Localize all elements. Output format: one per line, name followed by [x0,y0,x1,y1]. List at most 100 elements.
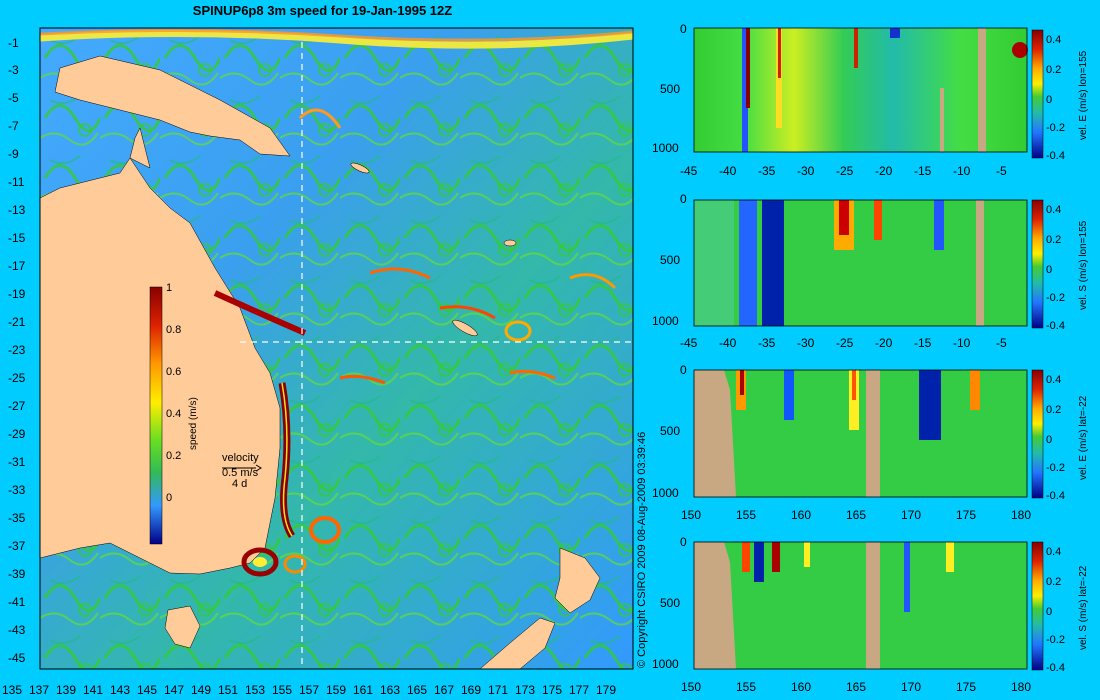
lon-tick: 167 [434,683,455,697]
p2-cb-tick: 0 [1046,264,1053,276]
copyright-text: © Copyright CSIRO 2009 08-Aug-2009 03:39… [636,431,648,668]
p2-x-tick: -5 [996,336,1007,350]
colorbar-tick: 0.2 [166,450,182,462]
p1-y-tick: 1000 [652,141,679,155]
p1-x-tick: -30 [797,164,815,178]
lon-tick: 157 [299,683,320,697]
colorbar-tick: 0 [166,492,173,504]
p4-label: vel. S (m/s) lat=-22 [1078,565,1089,650]
p1-cb-tick: -0.2 [1046,122,1065,134]
section-panel-1 [693,27,1028,153]
lat-tick: -11 [8,175,25,189]
lon-tick: 139 [56,683,77,697]
lon-tick: 159 [326,683,347,697]
p4-cb-tick: 0.4 [1046,546,1062,558]
p3-label: vel. E (m/s) lat=-22 [1078,395,1089,480]
p2-x-tick: -10 [953,336,971,350]
section-panel-2 [693,199,1028,327]
lon-tick: 161 [353,683,374,697]
p4-colorbar [1031,541,1044,671]
colorbar-tick: 0.8 [166,324,182,336]
p4-x-tick: 170 [901,680,922,694]
lon-tick: 165 [407,683,428,697]
lat-tick: -43 [8,623,26,637]
p1-cb-tick: 0 [1046,94,1053,106]
p1-x-tick: -10 [953,164,971,178]
velocity-arrow-icon [222,464,262,472]
p4-cb-tick: -0.2 [1046,634,1065,646]
lon-tick: 135 [2,683,23,697]
p2-y-tick: 0 [680,192,687,206]
eddy [241,547,279,577]
p2-y-tick: 500 [660,253,681,267]
eddy [504,320,532,342]
p2-y-tick: 1000 [652,314,679,328]
p1-label: vel. E (m/s) lon=155 [1078,50,1089,140]
lon-tick: 149 [191,683,212,697]
p3-x-tick: 165 [846,508,867,522]
p4-x-tick: 155 [736,680,757,694]
p4-cb-tick: 0 [1046,606,1053,618]
lon-tick: 177 [569,683,590,697]
land-new-caledonia [452,319,478,337]
eddy [283,554,307,574]
lon-tick: 179 [596,683,617,697]
p2-colorbar [1031,199,1044,329]
p1-x-tick: -35 [758,164,776,178]
land-new-guinea [54,55,291,157]
lat-tick: -27 [8,399,26,413]
lon-tick: 169 [461,683,482,697]
velocity-key-speed: 0.5 m/s [222,467,259,479]
p3-cb-tick: -0.2 [1046,462,1065,474]
p4-y-tick: 1000 [652,657,679,671]
lon-tick: 153 [245,683,266,697]
land-tasmania [164,605,201,649]
section-panel-3 [693,369,1028,498]
p1-cb-tick: 0.4 [1046,34,1062,46]
p4-x-tick: 165 [846,680,867,694]
speed-map [39,27,634,670]
lat-tick: -3 [8,63,19,77]
p2-x-tick: -25 [836,336,854,350]
p1-colorbar [1031,29,1044,159]
p1-x-tick: -25 [836,164,854,178]
p4-x-tick: 180 [1011,680,1032,694]
p4-x-tick: 175 [956,680,977,694]
lat-tick: -21 [8,315,26,329]
p3-cb-tick: 0 [1046,434,1053,446]
p3-cb-tick: -0.4 [1046,490,1065,502]
colorbar-label: speed (m/s) [188,397,199,450]
p4-cb-tick: 0.2 [1046,576,1062,588]
p3-colorbar [1031,369,1044,499]
p1-cb-tick: 0.2 [1046,64,1062,76]
p4-y-tick: 500 [660,596,681,610]
p2-cb-tick: -0.2 [1046,292,1065,304]
section-panel-4 [693,541,1028,670]
lat-tick: -7 [8,119,19,133]
colorbar-tick: 0.4 [166,408,182,420]
p3-x-tick: 150 [681,508,702,522]
lon-tick: 163 [380,683,401,697]
lat-tick: -31 [8,455,26,469]
p3-y-tick: 1000 [652,486,679,500]
eddy [309,516,341,544]
p1-x-tick: -40 [719,164,737,178]
lat-tick: -15 [8,231,26,245]
p4-cb-tick: -0.4 [1046,662,1065,674]
p2-x-tick: -20 [875,336,893,350]
p2-cb-tick: 0.4 [1046,204,1062,216]
p3-x-tick: 155 [736,508,757,522]
colorbar-tick: 1 [166,282,173,294]
p4-x-tick: 160 [791,680,812,694]
p2-cb-tick: -0.4 [1046,320,1065,332]
colorbar-tick: 0.6 [166,366,182,378]
velocity-key-title: velocity [222,452,259,464]
lat-tick: -45 [8,651,26,665]
p4-x-tick: 150 [681,680,702,694]
p4-y-tick: 0 [680,535,687,549]
map-title: SPINUP6p8 3m speed for 19-Jan-1995 12Z [192,3,453,18]
p3-x-tick: 180 [1011,508,1032,522]
lat-tick: -19 [8,287,26,301]
p2-x-tick: -30 [797,336,815,350]
lat-tick: -23 [8,343,26,357]
